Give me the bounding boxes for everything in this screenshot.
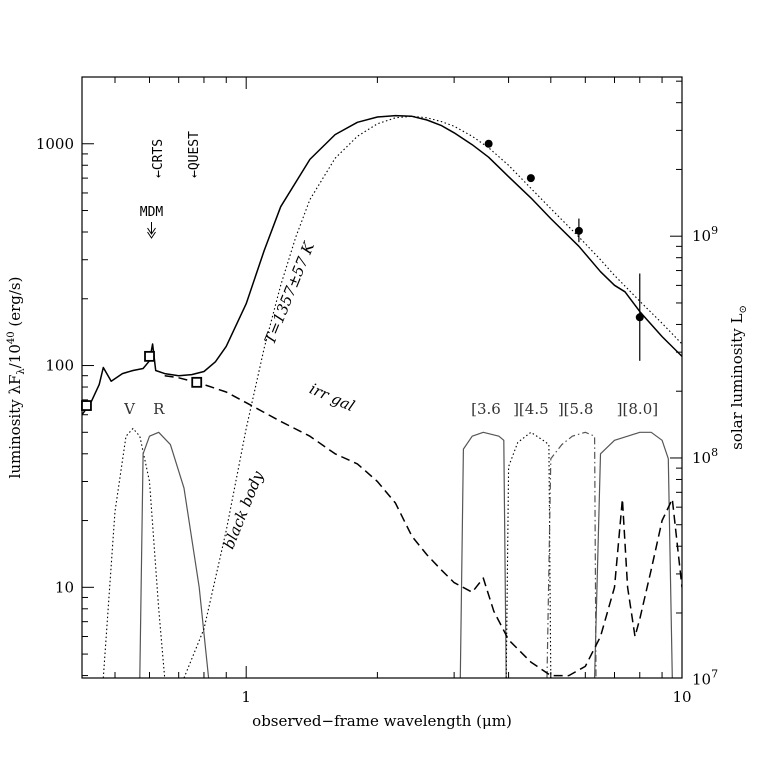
y-tick-label: 10 [55,578,74,596]
galaxy-label: irr gal [307,380,358,416]
filter-curve-R [139,431,210,678]
filter-curve-5.8 [546,431,597,678]
annotation-crts: ←CRTS [151,139,166,178]
filter-curve-4.5 [505,431,552,678]
y-axis-label: luminosity λFλ/1040 (erg/s) [6,277,27,479]
filter-label-4.5: ][4.5 [513,400,549,418]
x-tick-label: 10 [672,688,691,706]
filter-curve-V [102,427,166,678]
y-right-tick-label: 109 [692,224,718,245]
blackbody-temperature-label: T=1357±57 K [261,239,319,347]
filter-label-3.6: [3.6 [471,400,501,418]
series-line-irr-gal [164,374,682,677]
y-right-tick-label: 108 [692,446,718,467]
annotation-quest: ←QUEST [187,131,202,178]
data-point-square [191,376,203,388]
annotation-mdm: MDM [140,205,164,220]
plot-frame [81,76,683,679]
axes [81,76,683,679]
y-tick-label: 100 [45,357,74,375]
series-line-black-body [183,115,682,678]
filter-curve-3.6 [459,431,507,678]
filter-curve-8.0 [594,431,673,678]
y-right-tick-label: 107 [692,668,718,689]
x-axis-label: observed−frame wavelength (μm) [252,712,512,730]
filter-label-R: R [153,400,165,418]
mdm-limit-arrow [147,222,156,239]
plot-points [81,139,644,411]
data-point-square [144,350,155,362]
filter-label-8.0: ][8.0] [617,400,658,418]
y-right-axis-label: solar luminosity L⊙ [728,305,749,450]
data-point-circle [484,139,493,148]
labels: 1 10 10 100 1000 107 108 109 observed−frame wave… [6,131,749,730]
plot-curves [82,114,682,678]
data-point-square [81,400,92,411]
blackbody-label: black body [220,468,268,552]
data-point-circle [574,226,583,235]
x-tick-label: 1 [241,688,251,706]
y-tick-label: 1000 [36,135,74,153]
data-point-circle [526,174,535,183]
data-point-circle [635,313,644,322]
series-line-total [82,114,682,416]
filter-label-V: V [123,400,136,418]
filter-label-5.8: ][5.8 [558,400,594,418]
